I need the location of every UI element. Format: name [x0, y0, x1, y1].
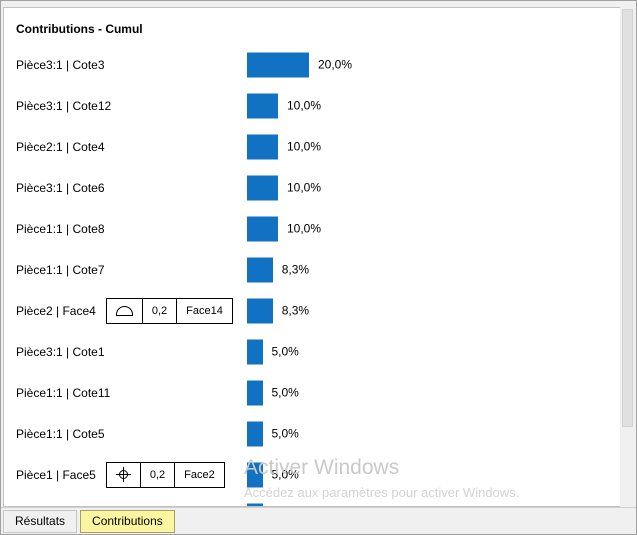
bar-group: 10,0% [247, 216, 321, 241]
row-label-group: Pièce1:1 | Cote11 [16, 386, 110, 400]
contribution-row[interactable]: Pièce1 | Face5 0,2 Face2 5,0% [4, 454, 620, 495]
contribution-row[interactable]: Pièce3:1 | Cote6 10,0% [4, 167, 620, 208]
row-label: Pièce1:1 | Cote8 [16, 221, 105, 236]
bar-group: 20,0% [247, 52, 352, 77]
contribution-bar [247, 257, 273, 282]
contribution-row[interactable]: Pièce2:1 | Cote4 10,0% [4, 126, 620, 167]
contribution-row[interactable]: Pièce1:1 | Cote11 5,0% [4, 372, 620, 413]
row-label-group: Pièce3:1 | Cote12 [16, 99, 111, 113]
contribution-bar [247, 503, 263, 506]
contribution-percent: 5,0% [271, 426, 299, 441]
bar-group: 5,0% [247, 421, 299, 446]
gdt-datum-label: Face2 [174, 462, 224, 487]
row-label: Pièce2 | Face4 [16, 303, 96, 318]
bar-group: 5,0% [247, 339, 299, 364]
contribution-bar [247, 462, 263, 487]
row-label: Pièce3:1 | Cote6 [16, 180, 105, 195]
row-label-group: Pièce2:1 | Cote4 [16, 140, 105, 154]
scrollbar-thumb[interactable] [622, 9, 633, 427]
contribution-percent: 10,0% [287, 180, 322, 195]
contribution-percent: 5,0% [271, 385, 299, 400]
bar-group [247, 503, 272, 506]
contribution-percent: 8,3% [281, 303, 310, 318]
row-label-group: Pièce1:1 | Cote8 [16, 222, 105, 236]
contribution-bar [247, 93, 278, 118]
row-label: Pièce1:1 | Cote11 [16, 385, 111, 400]
gdt-tolerance-value: 0,2 [139, 462, 174, 487]
gdt-symbol-cell [107, 299, 142, 323]
gdt-feature-control-frame: 0,2 Face14 [105, 297, 233, 324]
row-label: Pièce3:1 | Cote1 [16, 344, 105, 359]
row-label-group: Pièce3:1 | Cote6 [16, 181, 105, 195]
row-label-group: Pièce1:1 | Cote7 [16, 263, 105, 277]
bottom-tab-bar: Résultats Contributions [1, 507, 636, 534]
contribution-percent: 10,0% [287, 139, 322, 154]
gdt-tolerance-value: 0,2 [141, 298, 176, 323]
contribution-row[interactable] [4, 495, 620, 506]
contribution-bar [247, 421, 263, 446]
contribution-percent: 10,0% [287, 221, 322, 236]
bar-group: 10,0% [247, 175, 321, 200]
chart-title: Contributions - Cumul [16, 22, 143, 36]
contribution-percent: 5,0% [271, 344, 299, 359]
bar-group: 5,0% [247, 380, 299, 405]
gdt-datum-label: Face14 [176, 298, 232, 323]
row-label: Pièce1:1 | Cote7 [16, 262, 105, 277]
tab-resultats[interactable]: Résultats [3, 509, 78, 533]
contribution-row[interactable]: Pièce3:1 | Cote3 20,0% [4, 44, 620, 85]
contribution-row[interactable]: Pièce1:1 | Cote8 10,0% [4, 208, 620, 249]
contribution-percent: 5,0% [271, 467, 299, 482]
contribution-row[interactable]: Pièce2 | Face4 0,2 Face14 8,3% [4, 290, 620, 331]
row-label-group: Pièce2 | Face4 0,2 Face14 [16, 297, 233, 324]
contribution-bar [247, 298, 273, 323]
contribution-bar [247, 380, 263, 405]
bar-group: 10,0% [247, 134, 321, 159]
contributions-chart-panel: Contributions - Cumul Pièce3:1 | Cote3 2… [3, 7, 621, 507]
bar-group: 5,0% [247, 462, 299, 487]
contribution-row[interactable]: Pièce1:1 | Cote5 5,0% [4, 413, 620, 454]
tab-contributions[interactable]: Contributions [80, 509, 175, 533]
contribution-rows: Pièce3:1 | Cote3 20,0% Pièce3:1 | Cote12… [4, 44, 620, 506]
position-icon [115, 467, 131, 482]
row-label: Pièce1:1 | Cote5 [16, 426, 105, 441]
contribution-row[interactable]: Pièce1:1 | Cote7 8,3% [4, 249, 620, 290]
contribution-percent: 8,3% [281, 262, 310, 277]
row-label-group: Pièce3:1 | Cote1 [16, 345, 105, 359]
profile-of-surface-icon [115, 305, 133, 316]
bar-group: 8,3% [247, 257, 309, 282]
vertical-scrollbar[interactable] [620, 7, 635, 507]
contribution-percent: 20,0% [318, 57, 353, 72]
row-label-group: Pièce1 | Face5 0,2 Face2 [16, 461, 225, 488]
row-label: Pièce2:1 | Cote4 [16, 139, 105, 154]
bar-group: 8,3% [247, 298, 309, 323]
row-label-group: Pièce3:1 | Cote3 [16, 58, 105, 72]
bar-group: 10,0% [247, 93, 321, 118]
gdt-symbol-cell [107, 463, 140, 487]
contribution-percent: 10,0% [287, 98, 322, 113]
contribution-row[interactable]: Pièce3:1 | Cote12 10,0% [4, 85, 620, 126]
row-label: Pièce3:1 | Cote12 [16, 98, 112, 113]
row-label-group: Pièce1:1 | Cote5 [16, 427, 105, 441]
row-label: Pièce3:1 | Cote3 [16, 57, 105, 72]
contribution-bar [247, 52, 309, 77]
contribution-bar [247, 339, 263, 364]
row-label: Pièce1 | Face5 [16, 467, 96, 482]
contribution-bar [247, 175, 278, 200]
contribution-bar [247, 134, 278, 159]
gdt-feature-control-frame: 0,2 Face2 [105, 461, 225, 488]
contribution-row[interactable]: Pièce3:1 | Cote1 5,0% [4, 331, 620, 372]
contribution-bar [247, 216, 278, 241]
